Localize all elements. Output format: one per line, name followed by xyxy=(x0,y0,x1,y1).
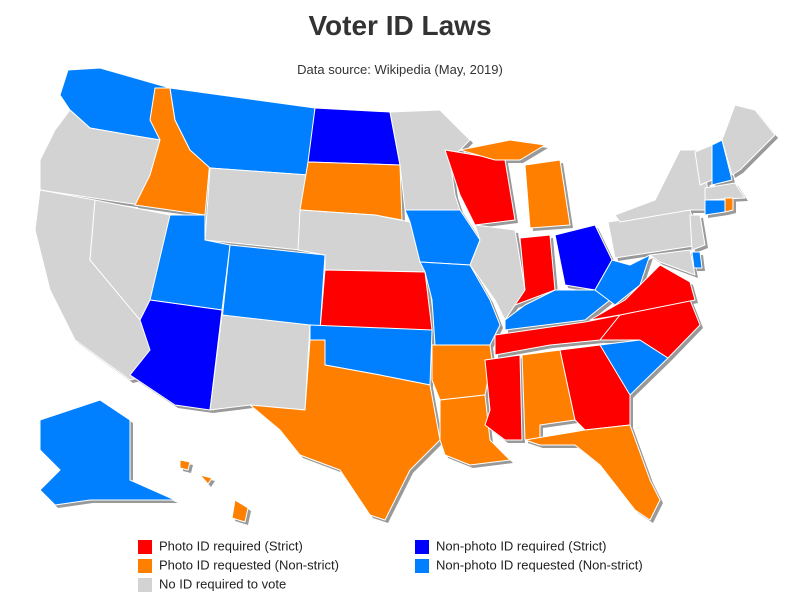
state xyxy=(704,182,746,201)
state xyxy=(179,459,191,471)
legend-label: Photo ID requested (Non-strict) xyxy=(159,557,339,572)
legend-label: Non-photo ID required (Strict) xyxy=(436,538,607,553)
legend-label: No ID required to vote xyxy=(159,576,286,591)
legend-swatch xyxy=(138,559,152,573)
state xyxy=(484,354,523,441)
state xyxy=(459,139,546,161)
legend-swatch xyxy=(138,578,152,592)
state xyxy=(704,199,726,216)
state xyxy=(691,251,703,269)
state xyxy=(231,499,249,523)
state xyxy=(711,139,733,186)
state xyxy=(524,159,571,229)
state xyxy=(431,344,493,401)
subtitle: Data source: Wikipedia (May, 2019) xyxy=(297,62,503,77)
legend-swatch xyxy=(415,559,429,573)
legend-label: Non-photo ID requested (Non-strict) xyxy=(436,557,643,572)
state xyxy=(469,224,526,321)
state xyxy=(589,264,696,321)
state xyxy=(439,394,511,466)
state xyxy=(649,249,696,276)
state xyxy=(209,314,311,411)
state xyxy=(39,399,176,506)
state xyxy=(514,234,556,306)
state xyxy=(249,339,441,521)
state xyxy=(524,424,661,521)
state xyxy=(721,104,776,176)
state xyxy=(389,109,471,211)
state xyxy=(307,107,401,166)
us-map xyxy=(34,67,776,523)
state xyxy=(199,474,213,485)
state xyxy=(129,299,223,411)
state xyxy=(724,197,734,213)
legend-label: Photo ID required (Strict) xyxy=(159,538,303,553)
legend-swatch xyxy=(138,540,152,554)
state xyxy=(204,167,309,251)
state xyxy=(319,269,433,331)
state xyxy=(689,214,706,251)
legend-swatch xyxy=(415,540,429,554)
legend: Photo ID required (Strict) Photo ID reque… xyxy=(138,538,643,592)
title: Voter ID Laws xyxy=(308,10,491,41)
